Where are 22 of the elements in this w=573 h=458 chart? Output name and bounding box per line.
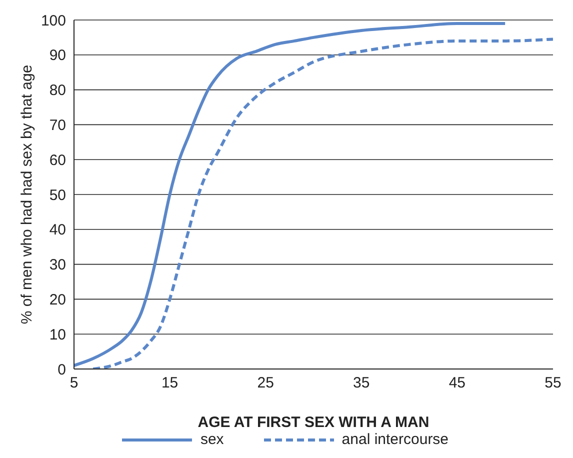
y-tick-label: 0 bbox=[58, 361, 66, 378]
y-tick-label: 70 bbox=[49, 117, 66, 134]
y-tick-label: 90 bbox=[49, 47, 66, 64]
y-tick-label: 50 bbox=[49, 186, 66, 204]
line-series bbox=[92, 38, 553, 369]
y-tick-label: 80 bbox=[49, 82, 66, 100]
y-tick-label: 10 bbox=[49, 326, 66, 344]
y-tick-label: 40 bbox=[49, 222, 66, 239]
legend-label: anal intercourse bbox=[342, 431, 449, 448]
x-axis-title: AGE AT FIRST SEX WITH A MAN bbox=[198, 414, 430, 431]
x-tick-label: 15 bbox=[161, 374, 178, 392]
x-tick-label: 45 bbox=[448, 374, 466, 392]
x-tick-label: 5 bbox=[70, 374, 78, 392]
y-tick-label: 30 bbox=[49, 256, 66, 274]
y-tick-label: 60 bbox=[49, 152, 66, 169]
y-axis-title: % of men who had had sex by that age bbox=[18, 64, 36, 324]
x-tick-label: 25 bbox=[257, 374, 274, 392]
y-tick-label: 100 bbox=[40, 12, 66, 30]
y-tick-label: 20 bbox=[49, 292, 66, 309]
legend-label: sex bbox=[200, 431, 224, 448]
x-tick-label: 35 bbox=[353, 374, 370, 392]
x-tick-label: 55 bbox=[544, 374, 562, 392]
